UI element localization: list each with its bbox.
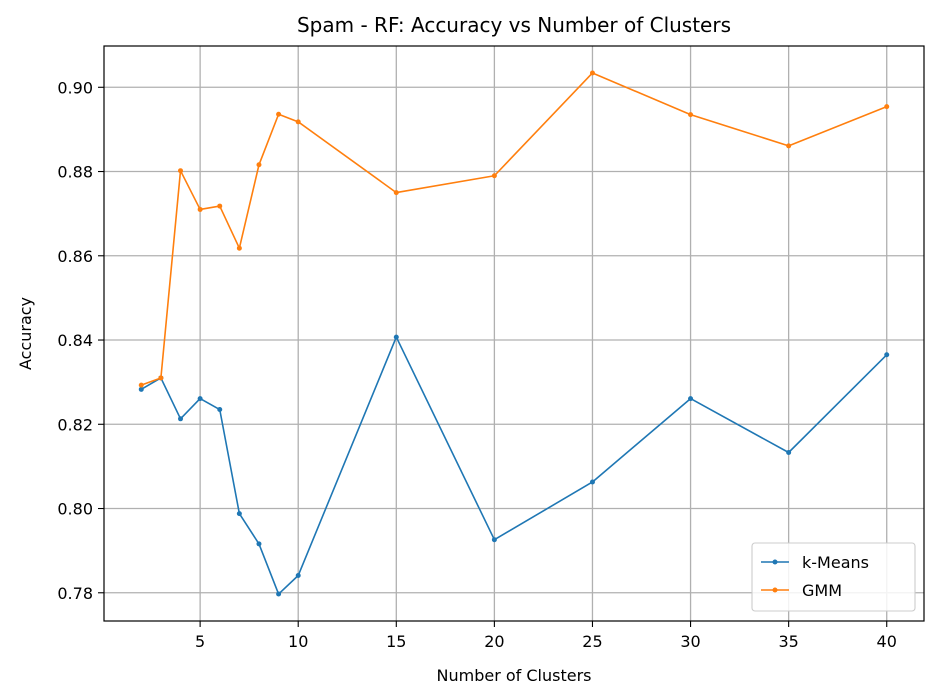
data-point <box>393 334 399 340</box>
data-point <box>236 245 242 251</box>
series-k-means <box>138 334 890 597</box>
y-tick-label: 0.78 <box>57 584 93 603</box>
legend: k-Means GMM <box>751 542 916 612</box>
x-tick-label: 5 <box>195 632 205 651</box>
data-point <box>217 203 223 209</box>
data-point <box>295 119 301 125</box>
data-point <box>491 537 497 543</box>
data-point <box>138 386 144 392</box>
data-point <box>276 111 282 117</box>
legend-marker <box>772 559 778 565</box>
data-point <box>236 511 242 517</box>
x-tick-label: 20 <box>484 632 504 651</box>
data-point <box>217 407 223 413</box>
data-point <box>158 375 164 381</box>
y-tick-label: 0.86 <box>57 247 93 266</box>
y-tick-label: 0.80 <box>57 500 93 519</box>
data-point <box>295 573 301 579</box>
x-tick-label: 30 <box>680 632 700 651</box>
series-gmm <box>138 70 890 388</box>
y-axis-label: Accuracy <box>16 297 35 370</box>
legend-label: GMM <box>802 581 842 600</box>
data-point <box>138 382 144 388</box>
data-point <box>178 416 184 422</box>
series-layer <box>138 70 890 597</box>
data-point <box>178 168 184 174</box>
x-tick-label: 25 <box>582 632 602 651</box>
x-tick-label: 10 <box>288 632 308 651</box>
grid-lines <box>104 46 924 621</box>
data-point <box>393 190 399 196</box>
data-point <box>786 143 792 149</box>
x-tick-label: 15 <box>386 632 406 651</box>
data-point <box>589 70 595 76</box>
data-point <box>491 173 497 179</box>
plot-frame <box>103 45 925 622</box>
legend-marker <box>772 587 778 593</box>
data-point <box>197 396 203 402</box>
data-point <box>256 541 262 547</box>
x-tick-label: 35 <box>778 632 798 651</box>
y-tick-label: 0.88 <box>57 163 93 182</box>
y-tick-label: 0.90 <box>57 78 93 97</box>
data-point <box>589 479 595 485</box>
data-point <box>688 396 694 402</box>
x-tick-label: 40 <box>877 632 897 651</box>
axis-ticks: 5 10 15 20 25 30 35 40 0.78 0.80 0.82 0.84 0.86 0.88 0… <box>57 78 897 651</box>
legend-box <box>751 542 916 612</box>
data-point <box>786 450 792 456</box>
x-axis-label: Number of Clusters <box>437 666 592 685</box>
y-tick-label: 0.84 <box>57 331 93 350</box>
data-point <box>688 112 694 118</box>
legend-label: k-Means <box>802 553 869 572</box>
chart-title: Spam - RF: Accuracy vs Number of Cluster… <box>297 13 731 37</box>
data-point <box>884 104 890 110</box>
data-point <box>276 591 282 597</box>
data-point <box>256 162 262 168</box>
data-point <box>197 206 203 212</box>
y-tick-label: 0.82 <box>57 415 93 434</box>
data-point <box>884 352 890 358</box>
